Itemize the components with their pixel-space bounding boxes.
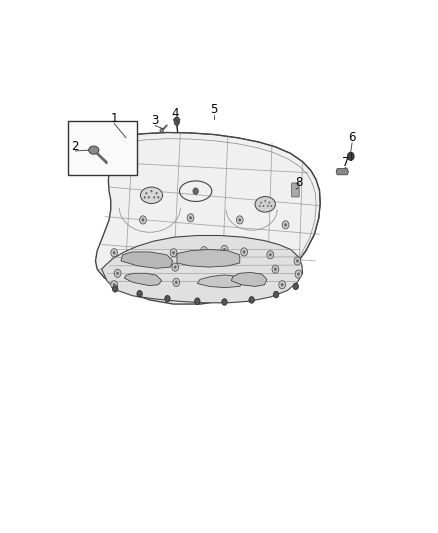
Polygon shape — [124, 273, 162, 286]
Circle shape — [272, 265, 279, 273]
Circle shape — [155, 192, 158, 195]
Circle shape — [267, 251, 274, 259]
Polygon shape — [102, 236, 303, 303]
Circle shape — [293, 283, 298, 290]
Circle shape — [267, 205, 269, 207]
Ellipse shape — [255, 197, 276, 212]
Circle shape — [172, 263, 179, 271]
Circle shape — [238, 219, 241, 222]
Circle shape — [141, 219, 145, 222]
Circle shape — [274, 268, 277, 271]
Circle shape — [260, 201, 262, 204]
Circle shape — [113, 283, 116, 286]
Circle shape — [279, 281, 286, 289]
Circle shape — [203, 249, 205, 252]
Circle shape — [347, 152, 354, 160]
Polygon shape — [336, 168, 348, 175]
Circle shape — [187, 214, 194, 222]
Circle shape — [189, 216, 192, 220]
Text: 1: 1 — [110, 112, 118, 125]
Circle shape — [223, 248, 226, 251]
Circle shape — [263, 205, 265, 207]
Circle shape — [282, 221, 289, 229]
Circle shape — [144, 196, 146, 199]
Text: 7: 7 — [342, 156, 350, 169]
Circle shape — [297, 272, 300, 276]
FancyBboxPatch shape — [67, 122, 137, 175]
Circle shape — [296, 260, 299, 263]
Circle shape — [140, 216, 146, 224]
Circle shape — [243, 251, 246, 254]
Circle shape — [268, 201, 270, 204]
Circle shape — [265, 200, 266, 202]
Circle shape — [111, 248, 117, 257]
Circle shape — [165, 295, 170, 302]
Text: 5: 5 — [210, 103, 217, 116]
Circle shape — [157, 196, 159, 199]
Circle shape — [193, 188, 198, 195]
Circle shape — [175, 281, 178, 284]
Text: 4: 4 — [172, 107, 179, 120]
Circle shape — [116, 272, 119, 275]
Text: 3: 3 — [151, 114, 159, 127]
Text: 2: 2 — [71, 140, 79, 152]
Text: 6: 6 — [348, 131, 356, 144]
Circle shape — [114, 269, 121, 277]
Circle shape — [148, 196, 150, 199]
Circle shape — [201, 247, 208, 255]
Circle shape — [259, 205, 261, 207]
Polygon shape — [231, 272, 267, 286]
Circle shape — [174, 265, 177, 269]
Circle shape — [273, 292, 279, 298]
Circle shape — [137, 290, 142, 297]
Circle shape — [194, 298, 200, 304]
Circle shape — [113, 251, 116, 254]
Polygon shape — [121, 252, 173, 268]
Circle shape — [170, 248, 177, 257]
Circle shape — [269, 253, 272, 256]
Circle shape — [237, 216, 243, 224]
Ellipse shape — [141, 187, 162, 204]
Circle shape — [153, 196, 155, 199]
Circle shape — [145, 192, 148, 195]
Circle shape — [160, 128, 163, 133]
FancyBboxPatch shape — [292, 183, 299, 197]
Circle shape — [281, 283, 283, 286]
Circle shape — [221, 245, 228, 254]
Circle shape — [295, 270, 302, 278]
Polygon shape — [197, 275, 243, 288]
Circle shape — [222, 298, 227, 305]
Ellipse shape — [88, 146, 99, 154]
Circle shape — [113, 286, 118, 292]
Circle shape — [271, 205, 272, 207]
Circle shape — [172, 251, 175, 254]
Circle shape — [249, 297, 254, 303]
Polygon shape — [177, 249, 240, 267]
Circle shape — [284, 223, 287, 227]
Circle shape — [241, 248, 247, 256]
Polygon shape — [95, 133, 320, 304]
Circle shape — [105, 161, 108, 164]
Text: 8: 8 — [295, 176, 302, 189]
Circle shape — [294, 257, 301, 265]
Polygon shape — [173, 117, 180, 126]
Circle shape — [151, 190, 152, 192]
Circle shape — [111, 281, 117, 289]
Circle shape — [173, 278, 180, 286]
